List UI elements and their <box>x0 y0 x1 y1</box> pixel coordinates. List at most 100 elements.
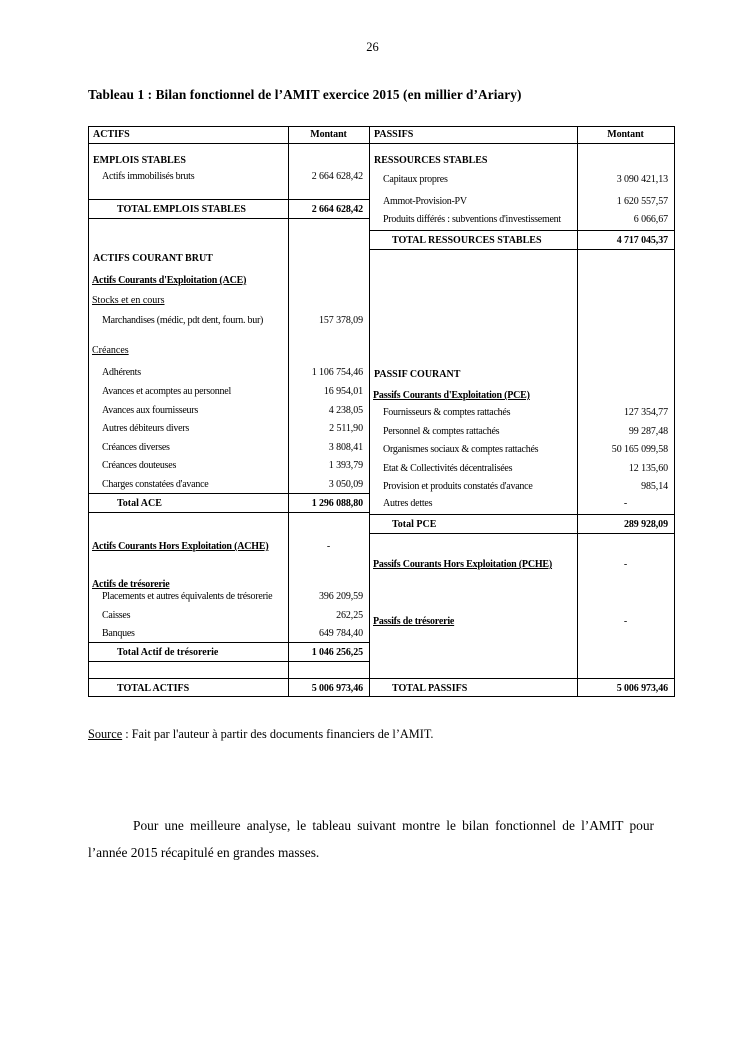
row-label: PASSIF COURANT <box>374 369 461 380</box>
row-label: Actifs immobilisés bruts <box>102 171 195 182</box>
row-amount: 3 808,41 <box>328 442 363 453</box>
row-label: Adhérents <box>102 367 141 378</box>
row-label: Placements et autres équivalents de trés… <box>102 591 273 602</box>
row-amount: 2 664 628,42 <box>311 204 363 215</box>
table-row: Avances aux fournisseurs 4 238,05 <box>89 403 369 419</box>
row-label: Ammot-Provision-PV <box>383 196 467 207</box>
grand-total-row: TOTAL PASSIFS 5 006 973,46 <box>370 678 674 698</box>
row-amount: 3 050,09 <box>328 479 363 490</box>
table-row: Etat & Collectivités décentralisées 12 1… <box>370 461 674 477</box>
table-row: Autres dettes - <box>370 496 674 512</box>
row-label: Actifs Courants d'Exploitation (ACE) <box>92 275 247 286</box>
row-label: Actifs de trésorerie <box>92 579 170 590</box>
row-amount: 4 717 045,37 <box>616 235 668 246</box>
row-label: Produits différés : subventions d'invest… <box>383 214 561 225</box>
row-label: ACTIFS COURANT BRUT <box>93 253 213 264</box>
row-label: Provision et produits constatés d'avance <box>383 481 533 492</box>
total-row: Total Actif de trésorerie 1 046 256,25 <box>89 642 369 662</box>
table-row: Ammot-Provision-PV 1 620 557,57 <box>370 194 674 210</box>
row-amount: 157 378,09 <box>318 315 363 326</box>
source-text: : Fait par l'auteur à partir des documen… <box>122 727 434 741</box>
row-amount: 985,14 <box>641 481 668 492</box>
table-row: Autres débiteurs divers 2 511,90 <box>89 421 369 437</box>
table-row: Fournisseurs & comptes rattachés 127 354… <box>370 405 674 421</box>
row-label: Charges constatées d'avance <box>102 479 209 490</box>
column-separator <box>288 127 289 696</box>
row-amount: 16 954,01 <box>323 386 363 397</box>
table-row: Provision et produits constatés d'avance… <box>370 479 674 495</box>
row-amount: 1 046 256,25 <box>311 647 363 658</box>
row-amount: 1 393,79 <box>328 460 363 471</box>
source-label: Source <box>88 727 123 741</box>
grand-total-row: TOTAL ACTIFS 5 006 973,46 <box>89 678 369 698</box>
table-row: EMPLOIS STABLES <box>89 153 369 169</box>
table-row: Créances douteuses 1 393,79 <box>89 458 369 474</box>
row-amount: 6 066,67 <box>633 214 668 225</box>
row-label: Créances diverses <box>102 442 170 453</box>
row-label: Avances aux fournisseurs <box>102 405 199 416</box>
row-label: Total ACE <box>117 498 162 509</box>
column-header-montant: Montant <box>607 129 644 140</box>
table-row: Caisses 262,25 <box>89 608 369 624</box>
total-row: Total ACE 1 296 088,80 <box>89 493 369 513</box>
table-row: Actifs de trésorerie <box>89 577 369 593</box>
row-label: Stocks et en cours <box>92 295 165 306</box>
row-amount: 5 006 973,46 <box>616 683 668 694</box>
row-amount: 4 238,05 <box>328 405 363 416</box>
table-row: Actifs immobilisés bruts 2 664 628,42 <box>89 169 369 185</box>
table-row: Actifs Courants d'Exploitation (ACE) <box>89 273 369 289</box>
row-label: TOTAL EMPLOIS STABLES <box>117 204 246 215</box>
table-row: Banques 649 784,40 <box>89 626 369 642</box>
row-amount: 12 135,60 <box>628 463 668 474</box>
row-label: TOTAL PASSIFS <box>392 683 468 694</box>
table-header-row: PASSIFS Montant <box>370 127 674 144</box>
page-number: 26 <box>366 40 379 54</box>
total-row: TOTAL RESSOURCES STABLES 4 717 045,37 <box>370 230 674 250</box>
balance-sheet-table: ACTIFS Montant EMPLOIS STABLES Actifs im… <box>88 126 675 697</box>
row-amount: - <box>623 498 628 509</box>
total-row: TOTAL EMPLOIS STABLES 2 664 628,42 <box>89 199 369 219</box>
row-label: EMPLOIS STABLES <box>93 155 186 166</box>
row-label: TOTAL ACTIFS <box>117 683 190 694</box>
table-row: Créances diverses 3 808,41 <box>89 440 369 456</box>
table-row: Placements et autres équivalents de trés… <box>89 589 369 605</box>
source-note: Source : Fait par l'auteur à partir des … <box>88 727 434 742</box>
table-row: Créances <box>89 343 369 359</box>
row-amount: - <box>623 616 628 627</box>
table-row: Charges constatées d'avance 3 050,09 <box>89 477 369 493</box>
table-row: Passifs Courants d'Exploitation (PCE) <box>370 388 674 404</box>
table-row: RESSOURCES STABLES <box>370 153 674 169</box>
row-label: Fournisseurs & comptes rattachés <box>383 407 511 418</box>
table-row: Organismes sociaux & comptes rattachés 5… <box>370 442 674 458</box>
row-amount: - <box>326 541 331 552</box>
row-label: Autres dettes <box>383 498 433 509</box>
row-amount: 396 209,59 <box>318 591 363 602</box>
actifs-column: ACTIFS Montant EMPLOIS STABLES Actifs im… <box>89 127 370 696</box>
row-amount: 1 620 557,57 <box>616 196 668 207</box>
table-row: Marchandises (médic, pdt dent, fourn. bu… <box>89 313 369 329</box>
table-row: Personnel & comptes rattachés 99 287,48 <box>370 424 674 440</box>
table-row: PASSIF COURANT <box>370 367 674 383</box>
row-amount: 3 090 421,13 <box>616 174 668 185</box>
table-row: Capitaux propres 3 090 421,13 <box>370 172 674 188</box>
row-label: Passifs Courants d'Exploitation (PCE) <box>373 390 530 401</box>
row-amount: 649 784,40 <box>318 628 363 639</box>
row-amount: 262,25 <box>336 610 363 621</box>
row-label: Capitaux propres <box>383 174 448 185</box>
row-label: Total Actif de trésorerie <box>117 647 219 658</box>
row-amount: - <box>623 559 628 570</box>
row-label: Créances douteuses <box>102 460 177 471</box>
row-amount: 99 287,48 <box>628 426 668 437</box>
column-separator <box>577 127 578 696</box>
row-amount: 2 664 628,42 <box>311 171 363 182</box>
row-label: Banques <box>102 628 135 639</box>
column-header-actifs: ACTIFS <box>93 129 130 140</box>
table-row: Actifs Courants Hors Exploitation (ACHE)… <box>89 539 369 555</box>
row-label: Marchandises (médic, pdt dent, fourn. bu… <box>102 315 264 326</box>
row-label: Personnel & comptes rattachés <box>383 426 500 437</box>
passifs-column: PASSIFS Montant RESSOURCES STABLES Capit… <box>370 127 674 696</box>
row-label: Total PCE <box>392 519 437 530</box>
row-label: Actifs Courants Hors Exploitation (ACHE) <box>92 541 269 552</box>
row-label: Passifs Courants Hors Exploitation (PCHE… <box>373 559 553 570</box>
row-label: Etat & Collectivités décentralisées <box>383 463 513 474</box>
